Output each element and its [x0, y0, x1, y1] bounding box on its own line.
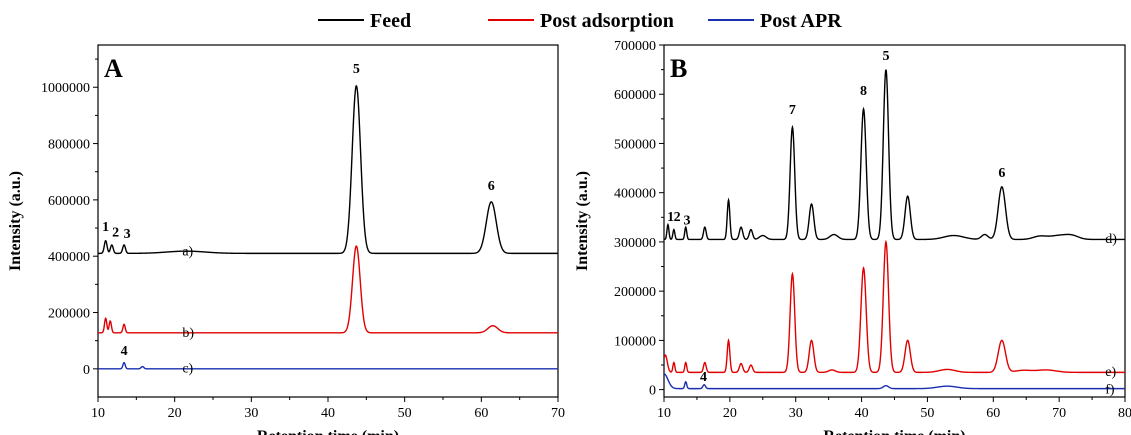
y-tick-label: 200000	[48, 307, 90, 322]
series-line	[98, 361, 558, 370]
x-tick-label: 50	[398, 406, 412, 421]
y-tick-label: 500000	[614, 137, 656, 152]
y-tick-label: 400000	[48, 250, 90, 265]
x-axis-label: Retention time (min)	[257, 428, 399, 435]
x-tick-label: 30	[789, 406, 803, 421]
x-tick-label: 20	[723, 406, 737, 421]
panel-b: 10 20 30 40 50 60 70 80 0 100000 200000 300000 40000…	[574, 39, 1131, 435]
peak-label: 1	[102, 220, 109, 235]
x-tick-label: 60	[986, 406, 1000, 421]
peak-label: 1	[667, 210, 674, 225]
curve-label: e)	[1105, 365, 1116, 380]
peak-label: 5	[353, 62, 360, 77]
legend-label: Post APR	[760, 10, 842, 32]
x-tick-label: 80	[1118, 406, 1131, 421]
peak-label: 6	[998, 166, 1005, 181]
x-tick-label: 10	[657, 406, 671, 421]
y-tick-label: 300000	[614, 236, 656, 251]
x-tick-label: 10	[91, 406, 105, 421]
y-axis-label: Intensity (a.u.)	[574, 171, 591, 271]
y-tick-label: 200000	[614, 285, 656, 300]
y-tick-label: 400000	[614, 187, 656, 202]
panel-letter: B	[670, 54, 687, 83]
legend-label: Feed	[370, 10, 411, 32]
x-tick-label: 70	[551, 406, 565, 421]
peak-label: 2	[674, 210, 681, 225]
y-tick-label: 600000	[614, 88, 656, 103]
peak-label: 3	[684, 214, 691, 229]
peak-label: 4	[700, 370, 707, 385]
y-tick-label: 700000	[614, 39, 656, 54]
plot-frame	[663, 44, 1126, 398]
series-line	[98, 84, 558, 255]
x-tick-label: 30	[244, 406, 258, 421]
x-tick-label: 60	[474, 406, 488, 421]
y-tick-label: 0	[649, 384, 656, 399]
y-tick-label: 600000	[48, 194, 90, 209]
series-line	[664, 239, 1125, 374]
curve-label: b)	[182, 326, 194, 341]
peak-label: 7	[789, 103, 796, 118]
y-tick-label: 100000	[614, 334, 656, 349]
curve-label: c)	[182, 361, 193, 376]
peak-label: 3	[124, 227, 131, 242]
y-axis-label: Intensity (a.u.)	[7, 171, 24, 271]
series-line	[664, 373, 1125, 390]
x-tick-label: 40	[855, 406, 869, 421]
peak-label: 2	[112, 225, 119, 240]
peak-label: 8	[860, 84, 867, 99]
legend: Feed Post adsorption Post APR	[318, 10, 842, 32]
curve-label: f)	[1105, 383, 1115, 398]
x-axis-label: Retention time (min)	[823, 428, 965, 435]
panel-a: 10 20 30 40 50 60 70 0 200000 400000 600000 800000 1…	[7, 44, 565, 435]
peak-label: 4	[121, 344, 128, 359]
series-line	[664, 69, 1125, 241]
peak-label: 5	[882, 49, 889, 64]
plot-frame	[97, 44, 559, 398]
y-tick-label: 0	[83, 363, 90, 378]
y-tick-label: 1000000	[41, 81, 90, 96]
x-tick-label: 50	[920, 406, 934, 421]
series-line	[98, 245, 558, 334]
x-tick-label: 20	[168, 406, 182, 421]
panel-letter: A	[104, 54, 123, 83]
curve-label: a)	[182, 245, 193, 260]
x-tick-label: 40	[321, 406, 335, 421]
y-tick-label: 800000	[48, 138, 90, 153]
curve-label: d)	[1105, 232, 1117, 247]
legend-label: Post adsorption	[540, 10, 674, 32]
x-tick-label: 70	[1052, 406, 1066, 421]
peak-label: 6	[488, 179, 495, 194]
